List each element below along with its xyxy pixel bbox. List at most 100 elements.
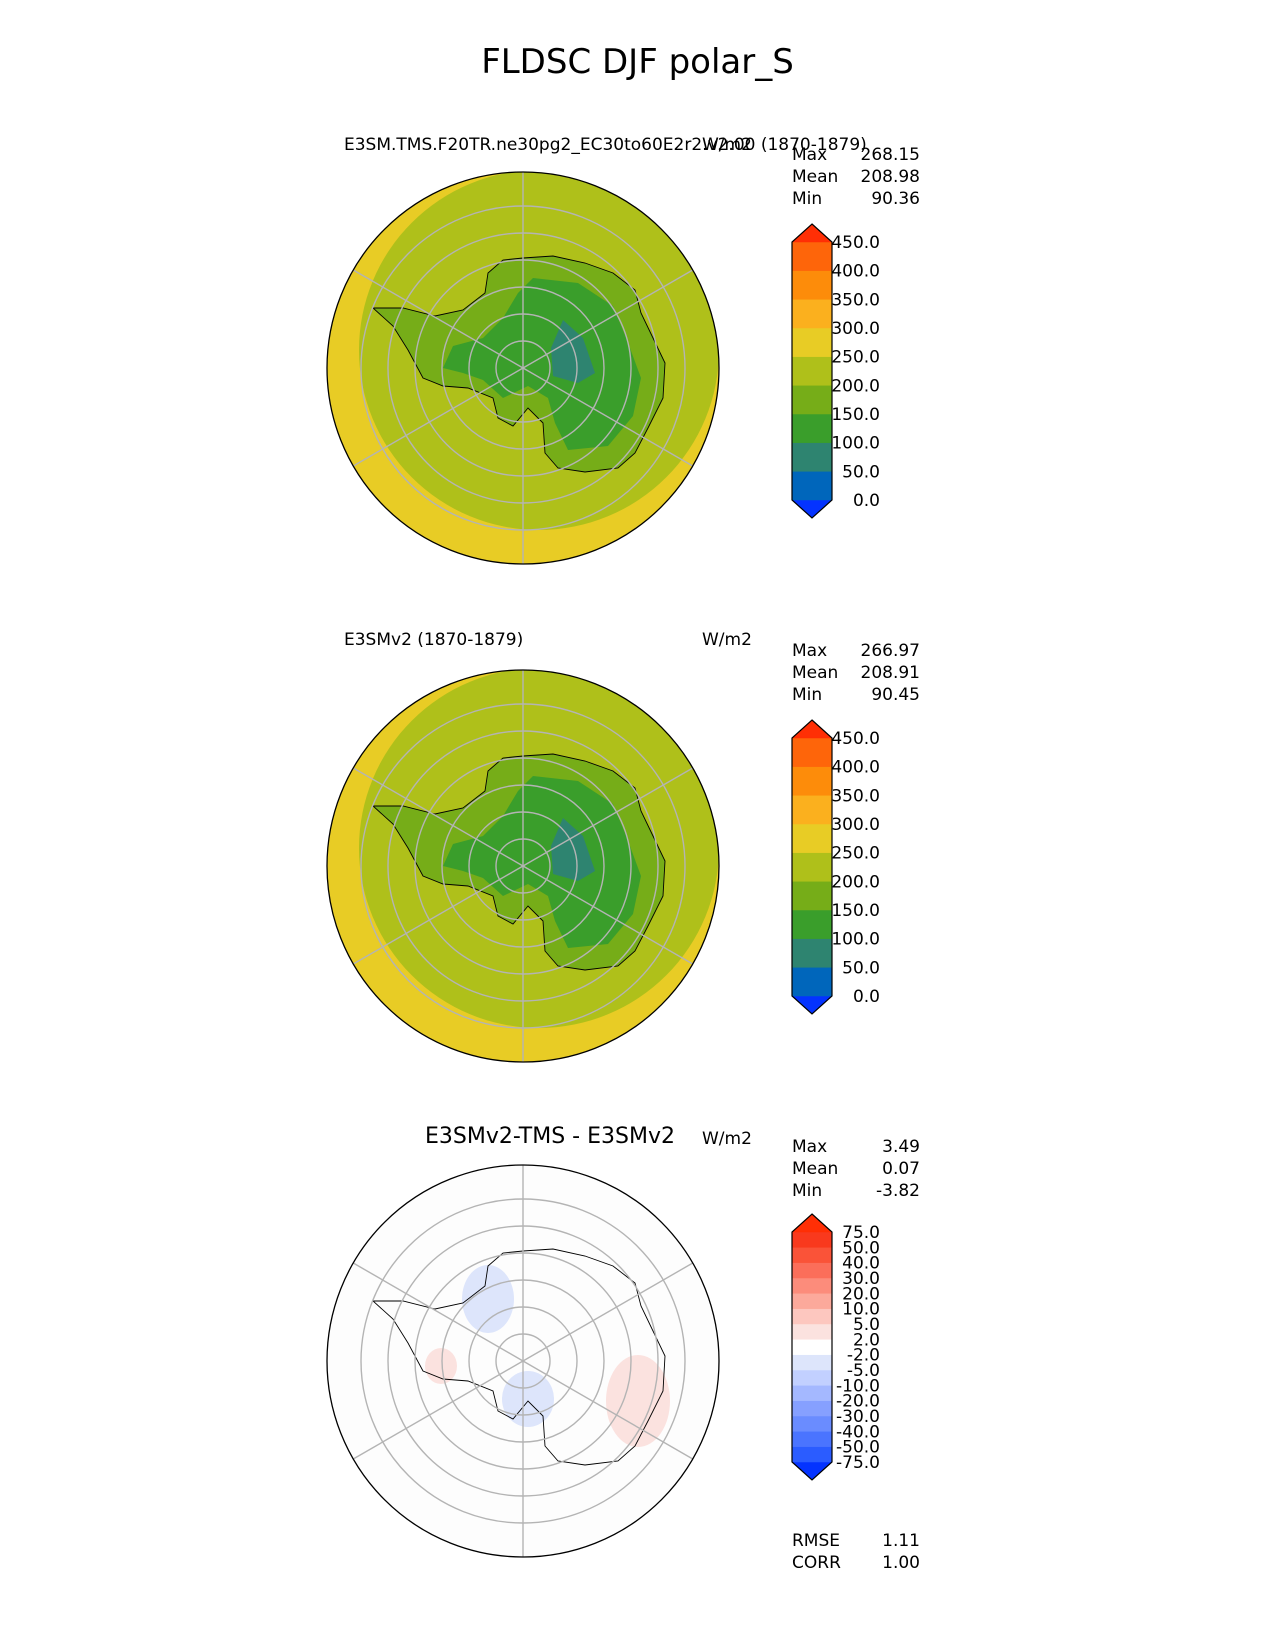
colorbar-segment [791, 1247, 833, 1263]
stat-label: Mean [792, 1159, 839, 1179]
coastline [371, 255, 666, 473]
colorbar-tick-label: -10.0 [836, 1376, 880, 1396]
map-field [327, 1165, 719, 1557]
colorbar-segment [791, 1262, 833, 1279]
colorbar-tick-label: -5.0 [847, 1361, 880, 1381]
colorbar-segment [791, 1354, 833, 1371]
colorbar-segment [791, 1446, 833, 1463]
stat-label: Max [792, 1137, 828, 1157]
colorbar-tick-label: 20.0 [842, 1284, 880, 1304]
stat-value: 266.97 [860, 641, 920, 661]
panel-reference: E3SMv2 (1870-1879) W/m2 Max 266.97 Mean 20… [0, 0, 1275, 1063]
longitude-line [352, 1262, 524, 1362]
colorbar-tick-label: 350.0 [831, 290, 880, 310]
colorbar-tick-label: -75.0 [836, 1453, 880, 1473]
colorbar-outline [791, 719, 833, 1015]
colorbar-outline [791, 223, 833, 519]
colorbar-tick-label: 50.0 [842, 958, 880, 978]
stat-label: Max [792, 145, 828, 165]
map-field [327, 670, 719, 1062]
stat-label: Min [792, 1181, 823, 1201]
longitude-line [522, 865, 694, 965]
colorbar-tick-label: 450.0 [831, 233, 880, 253]
colorbar-tick-label: -50.0 [836, 1438, 880, 1458]
field-negative-anomaly [462, 1265, 514, 1333]
colorbar-tick-label: 75.0 [842, 1223, 880, 1243]
colorbar-tick-label: 100.0 [831, 434, 880, 454]
stat-value: 3.49 [882, 1137, 920, 1157]
longitude-line [522, 269, 694, 369]
colorbar-tick-label: 200.0 [831, 872, 880, 892]
panel-title: E3SM.TMS.F20TR.ne30pg2_EC30to60E2r2.v2.0… [344, 135, 867, 155]
colorbar-tick-label: 150.0 [831, 405, 880, 425]
panel-footer-stats: RMSE 1.11 CORR 1.00 [792, 1530, 920, 1574]
longitude-line [522, 1262, 694, 1362]
stat-label: Max [792, 641, 828, 661]
panel-units: W/m2 [702, 1129, 752, 1149]
longitude-line [352, 865, 524, 965]
colorbar-tick-label: -40.0 [836, 1422, 880, 1442]
coastline [371, 1248, 666, 1466]
colorbar-tick-label: 300.0 [831, 319, 880, 339]
longitude-line [522, 767, 694, 867]
colorbar-segment [791, 1231, 833, 1248]
colorbar-tick-label: 400.0 [831, 262, 880, 282]
coastline [371, 753, 666, 971]
panel-title: E3SMv2-TMS - E3SMv2 [425, 1124, 675, 1149]
colorbar-tick-label: 30.0 [842, 1269, 880, 1289]
colorbar-outline [791, 1213, 833, 1481]
colorbar-segment [791, 1339, 833, 1355]
stat-value: 1.00 [882, 1553, 920, 1573]
colorbar-tick-label: 200.0 [831, 376, 880, 396]
longitude-line [352, 269, 524, 369]
stat-value: 90.36 [871, 189, 920, 209]
field-negative-anomaly [502, 1371, 554, 1427]
longitude-line [352, 767, 524, 867]
longitude-line [522, 1360, 694, 1460]
colorbar-segment [791, 1369, 833, 1386]
map-boundary [326, 1164, 720, 1558]
colorbar-segment [791, 1277, 833, 1294]
colorbar-tick-label: 50.0 [842, 1238, 880, 1258]
colorbar-segment [791, 1415, 833, 1432]
colorbar-tick-label: 450.0 [831, 729, 880, 749]
polar-map [326, 171, 720, 565]
colorbar-segment [791, 1293, 833, 1309]
colorbar-tick-label: 400.0 [831, 758, 880, 778]
map-field [327, 172, 719, 564]
stat-value: 208.91 [860, 663, 920, 683]
colorbar-tick-label: -2.0 [847, 1346, 880, 1366]
stat-value: 1.11 [882, 1531, 920, 1551]
stat-label: Min [792, 189, 823, 209]
colorbar-tick-label: 50.0 [842, 462, 880, 482]
colorbar-segment [791, 1323, 833, 1340]
map-boundary [326, 171, 720, 565]
colorbar-tick-label: 100.0 [831, 930, 880, 950]
colorbar-tick-label: -20.0 [836, 1392, 880, 1412]
colorbar-segment [791, 1461, 833, 1481]
colorbar-tick-label: 40.0 [842, 1254, 880, 1274]
longitude-line [352, 367, 524, 467]
stat-value: 208.98 [860, 167, 920, 187]
stat-label: Mean [792, 167, 839, 187]
colorbar-tick-label: 0.0 [853, 491, 880, 511]
colorbar-tick-label: -30.0 [836, 1407, 880, 1427]
stat-value: -3.82 [876, 1181, 920, 1201]
colorbar: 450.0 400.0 350.0 300.0 250.0 200.0 150.0 100.0… [791, 719, 880, 1015]
panel-stats: Max 268.15 Mean 208.98 Min 90.36 [792, 144, 920, 210]
map-boundary [326, 669, 720, 1063]
stat-value: 90.45 [871, 685, 920, 705]
panel-difference: E3SMv2-TMS - E3SMv2 W/m2 Max 3.49 Mean 0.0… [0, 0, 1275, 1573]
panel-test: E3SM.TMS.F20TR.ne30pg2_EC30to60E2r2.v2.0… [0, 0, 1275, 565]
panel-units: W/m2 [702, 135, 752, 155]
stat-value: 0.07 [882, 1159, 920, 1179]
field-plateau [551, 320, 595, 383]
longitude-line [352, 1360, 524, 1460]
field-positive-anomaly [606, 1355, 670, 1447]
panel-stats: Max 266.97 Mean 208.91 Min 90.45 [792, 640, 920, 706]
colorbar-tick-label: 10.0 [842, 1300, 880, 1320]
stat-label: Min [792, 685, 823, 705]
colorbar-tick-label: 250.0 [831, 844, 880, 864]
